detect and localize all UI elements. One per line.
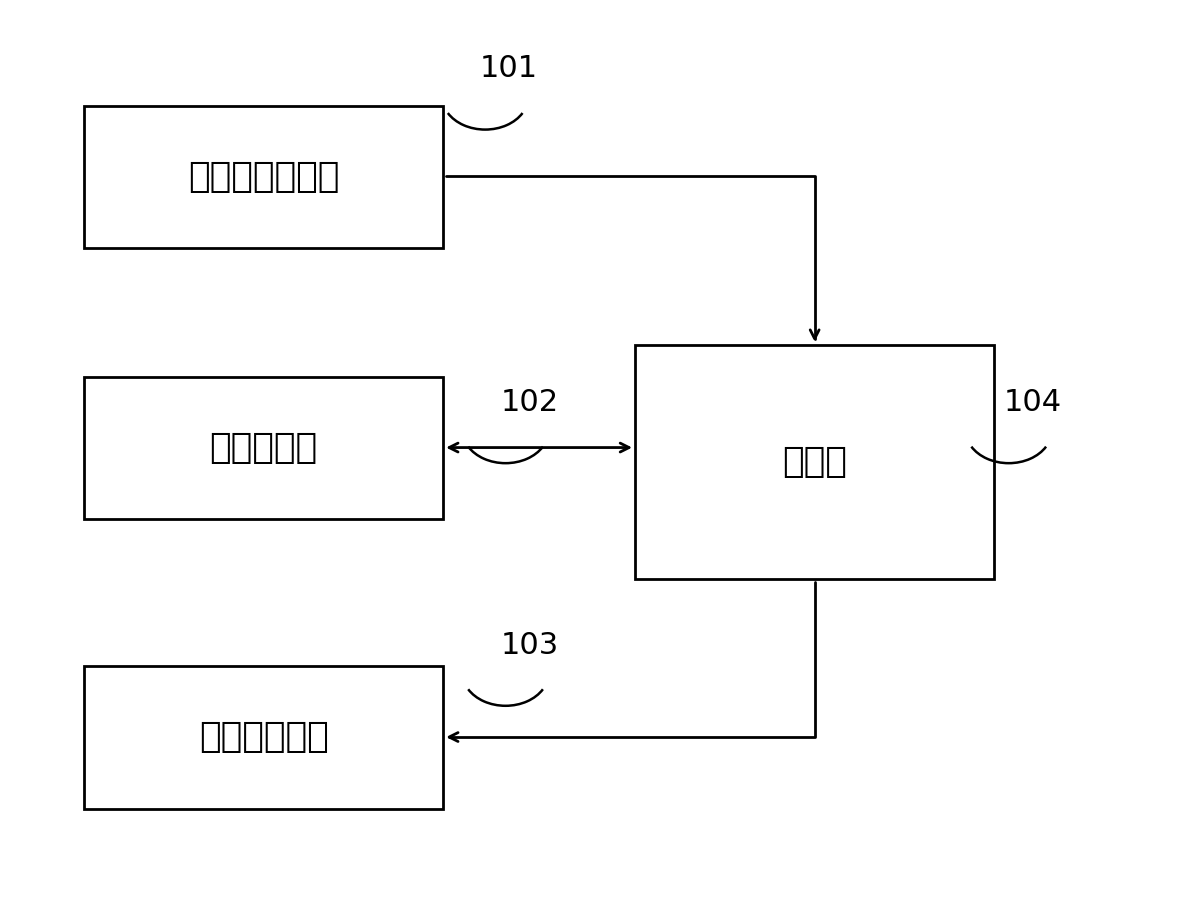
Bar [635, 345, 994, 579]
Text: 激光测距仳: 激光测距仳 [210, 431, 317, 465]
Bar [84, 106, 443, 248]
Text: 图像采集装置: 图像采集装置 [199, 720, 328, 754]
Text: 101: 101 [480, 54, 538, 84]
Text: 高速识别摄像头: 高速识别摄像头 [188, 160, 339, 194]
Bar [84, 377, 443, 519]
Bar [84, 666, 443, 809]
Text: 102: 102 [501, 388, 558, 417]
Text: 103: 103 [501, 630, 558, 660]
Text: 104: 104 [1004, 388, 1061, 417]
Text: 控制器: 控制器 [782, 445, 847, 479]
